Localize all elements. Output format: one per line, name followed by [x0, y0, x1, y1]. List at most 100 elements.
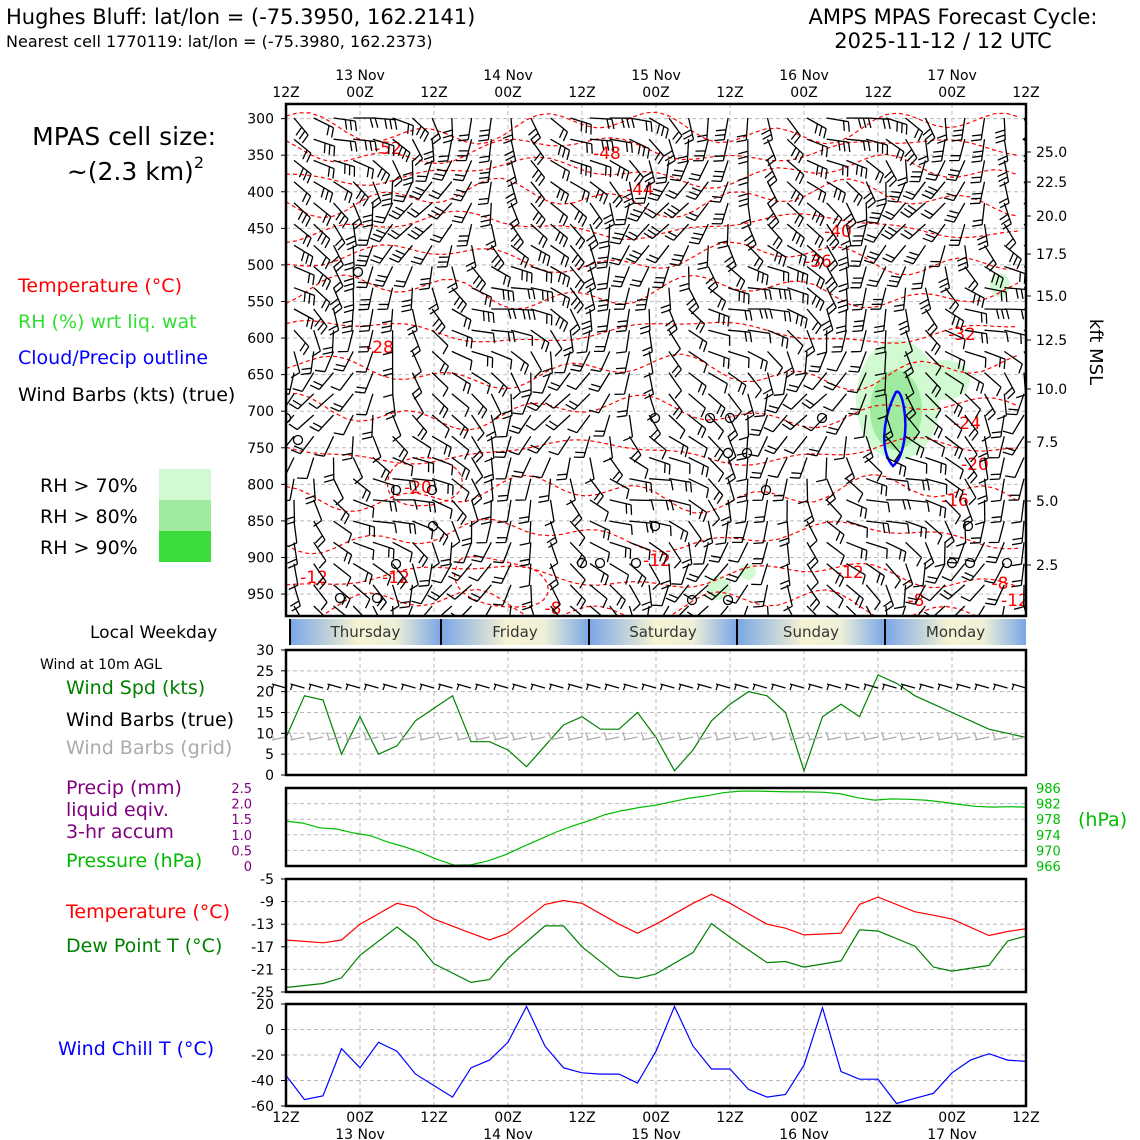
- wind-barb: [808, 351, 828, 373]
- pressure-tick-label: 500: [247, 258, 274, 274]
- wind-barb: [707, 287, 727, 311]
- wind-barb: [806, 308, 822, 335]
- wind-barb: [494, 436, 512, 458]
- wind-barb: [456, 223, 473, 247]
- kft-tick-label: 2.5: [1036, 558, 1058, 574]
- wind-barb-true: [696, 683, 712, 691]
- wind-barb: [885, 478, 910, 492]
- wind-barb: [885, 520, 910, 534]
- bottom-hour-label: 00Z: [790, 1110, 817, 1126]
- wind-barb: [668, 520, 689, 543]
- wind-barb: [925, 563, 946, 584]
- wind-barb: [826, 541, 845, 566]
- wind-barb: [333, 541, 353, 565]
- wind-barb-true: [530, 683, 546, 691]
- wind-barb: [426, 605, 453, 616]
- wind-barb: [786, 265, 809, 285]
- calm-wind-circle: [964, 557, 976, 569]
- wind-barb: [412, 456, 435, 474]
- wind-barb: [382, 330, 394, 356]
- wind-barb: [510, 329, 533, 346]
- wind-barb: [766, 605, 769, 616]
- wind-barb: [736, 436, 749, 461]
- wind-barb: [665, 308, 678, 336]
- kft-tick-label: 15.0: [1036, 289, 1067, 305]
- top-hour-label: 12Z: [420, 85, 447, 101]
- wind-barb: [743, 393, 755, 421]
- wind-barb: [300, 351, 315, 376]
- wind-barb: [944, 435, 964, 460]
- wind-barb: [688, 456, 709, 478]
- wind-barb: [431, 308, 446, 335]
- precip-tick-label: 1.5: [231, 813, 252, 828]
- wind-barb-true: [807, 683, 823, 691]
- wind-barb: [628, 605, 634, 616]
- wind-barb: [831, 330, 848, 353]
- y-tick-label: 15: [256, 706, 274, 722]
- wind-barb: [826, 159, 849, 177]
- top-hour-label: 12Z: [1012, 85, 1039, 101]
- wind-barb: [628, 159, 644, 186]
- wind-barb: [783, 435, 808, 455]
- wind-barb: [569, 181, 590, 203]
- wind-barb: [717, 224, 729, 249]
- wind-barb: [873, 308, 887, 334]
- wind-barb: [767, 350, 784, 377]
- wind-barb: [806, 520, 818, 548]
- wind-barb: [893, 584, 907, 610]
- temperature-contour-label: -20: [404, 478, 432, 498]
- top-hour-label: 12Z: [716, 85, 743, 101]
- wind-barb-true: [604, 683, 620, 691]
- legend-precip-1: Precip (mm): [66, 777, 182, 799]
- wind-10m-label: Wind at 10m AGL: [40, 657, 162, 673]
- wind-barb: [442, 117, 454, 144]
- wind-barb: [766, 393, 788, 414]
- wind-barb: [707, 478, 724, 504]
- y-tick-label: 30: [256, 643, 274, 659]
- wind-barb: [727, 393, 742, 420]
- legend-wind-barbs-grid: Wind Barbs (grid): [66, 737, 232, 759]
- wind-barb: [665, 181, 690, 200]
- wind-barb: [456, 139, 473, 162]
- pressure-tick-label: 350: [247, 148, 274, 164]
- wind-barb: [491, 287, 515, 302]
- wind-barb: [727, 287, 750, 305]
- wind-barb-grid: [991, 731, 1008, 741]
- wind-barb: [352, 584, 371, 609]
- wind-barb: [589, 138, 615, 152]
- pressure-tick-label: 950: [247, 587, 274, 603]
- wind-barb: [589, 541, 611, 563]
- legend-precip-3: 3-hr accum: [66, 821, 174, 843]
- wind-barb: [491, 308, 517, 320]
- cycle-title: AMPS MPAS Forecast Cycle:: [809, 5, 1098, 29]
- wind-barb: [668, 329, 681, 357]
- wind-barb-true: [437, 683, 453, 691]
- wind-barb: [343, 287, 355, 314]
- wind-barb: [886, 266, 907, 288]
- wind-barb: [866, 266, 887, 288]
- wind-barb: [964, 393, 982, 419]
- wind-barb: [990, 414, 1005, 439]
- wind-barb: [806, 202, 825, 227]
- wind-barb: [649, 499, 675, 511]
- wind-barb: [352, 605, 364, 616]
- wind-barb: [806, 436, 828, 457]
- wind-barb: [589, 159, 612, 178]
- wind-barb: [609, 605, 619, 616]
- wind-barb: [826, 520, 845, 545]
- cloud-outline: [883, 390, 907, 468]
- wind-barb: [410, 329, 421, 358]
- pressure-tick-label: 978: [1036, 813, 1061, 828]
- wind-barb: [461, 521, 473, 547]
- wind-barb: [352, 457, 364, 485]
- wind-barb: [355, 245, 374, 267]
- wind-barb-grid: [806, 731, 823, 741]
- wind-barb: [995, 117, 1006, 144]
- calm-wind-circle: [962, 520, 974, 532]
- wind-barb-true: [363, 683, 379, 691]
- wind-barb: [669, 245, 690, 266]
- wind-barb: [609, 457, 624, 484]
- wind-barb: [359, 308, 374, 333]
- wind-barb: [686, 287, 700, 315]
- wind-barb: [753, 584, 769, 608]
